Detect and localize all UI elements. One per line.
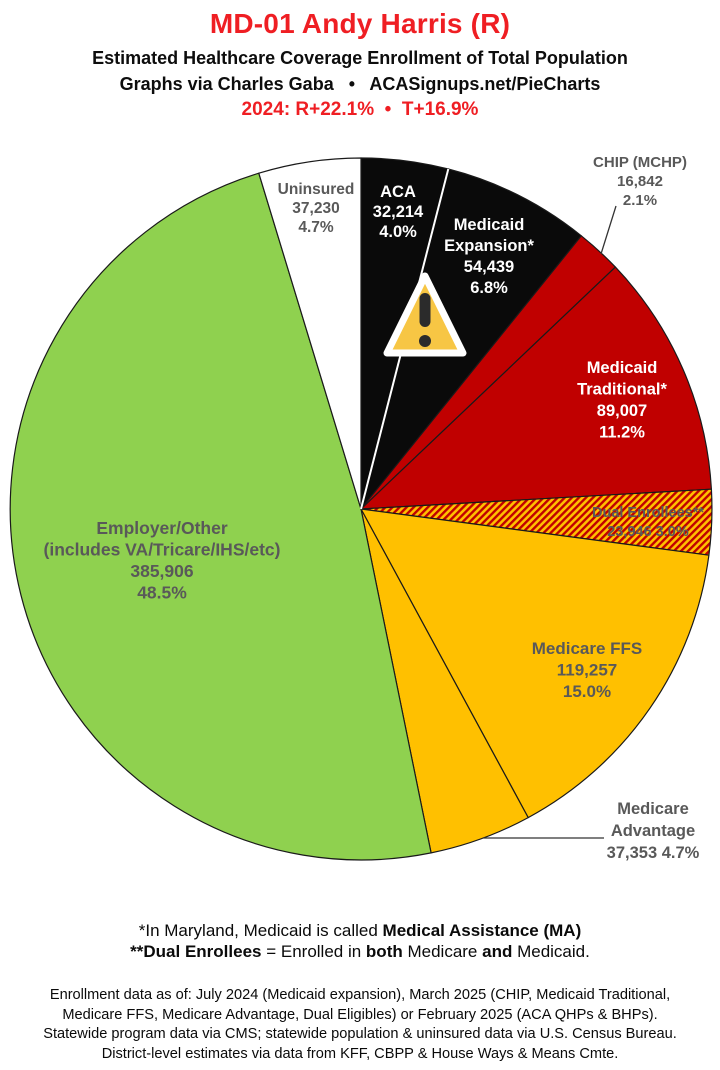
slice-label-medicaid-traditional: Medicaid Traditional* 89,007 11.2% [577, 359, 667, 442]
footnote-text: Medicaid. [512, 942, 590, 961]
leader-line-chip [600, 205, 617, 255]
slice-label-uninsured: Uninsured 37,230 4.7% [278, 181, 355, 236]
partisan-lean-line: 2024: R+22.1% • T+16.9% [241, 99, 479, 120]
pie-slice-uninsured [258, 157, 362, 510]
source-line: District-level estimates via data from K… [101, 1045, 619, 1062]
subtitle-line1: Estimated Healthcare Coverage Enrollment… [92, 48, 628, 68]
footnote-bold: **Dual Enrollees [130, 942, 262, 961]
footnote-bold: Medical Assistance (MA) [382, 921, 582, 940]
footnote-medicaid: *In Maryland, Medicaid is called Medical… [0, 921, 720, 941]
pie-slice-medicare-ffs [360, 508, 710, 819]
slice-label-dual-enrollees: Dual Enrollees** 23,946 3.0% [592, 505, 704, 540]
footnote-bold: and [482, 942, 513, 961]
source-line: Enrollment data as of: July 2024 (Medica… [49, 987, 671, 1003]
source-line: Statewide program data via CMS; statewid… [43, 1026, 677, 1042]
slice-label-medicaid-expansion: Medicaid Expansion* 54,439 6.8% [444, 216, 534, 297]
slice-label-medicare-ffs: Medicare FFS 119,257 15.0% [532, 639, 643, 701]
footnote-text: Medicare [402, 942, 483, 961]
slice-label-aca: ACA 32,214 4.0% [373, 183, 424, 241]
footnote-dual-enrollees: **Dual Enrollees = Enrolled in both Medi… [0, 942, 720, 962]
data-source-block: Enrollment data as of: July 2024 (Medica… [0, 986, 720, 1064]
subtitle-line2: Graphs via Charles Gaba • ACASignups.net… [119, 74, 601, 94]
footnote-bold: both [365, 942, 403, 961]
slice-label-chip: CHIP (MCHP) 16,842 2.1% [593, 154, 687, 209]
footnote-text: *In Maryland, Medicaid is called [138, 921, 383, 940]
slice-label-employer-other: Employer/Other (includes VA/Tricare/IHS/e… [44, 518, 281, 603]
page-title: MD-01 Andy Harris (R) [209, 8, 511, 39]
slice-label-medicare-advantage: Medicare Advantage 37,353 4.7% [607, 800, 700, 862]
pie-slice-medicaid-traditional [360, 266, 712, 510]
source-line: Medicare FFS, Medicare Advantage, Dual E… [62, 1006, 658, 1023]
warning-icon [383, 272, 467, 357]
pie-slice-employer-other [9, 172, 432, 861]
footnote-text: = Enrolled in [261, 942, 366, 961]
pie-slice-medicaid-expansion [360, 168, 582, 510]
